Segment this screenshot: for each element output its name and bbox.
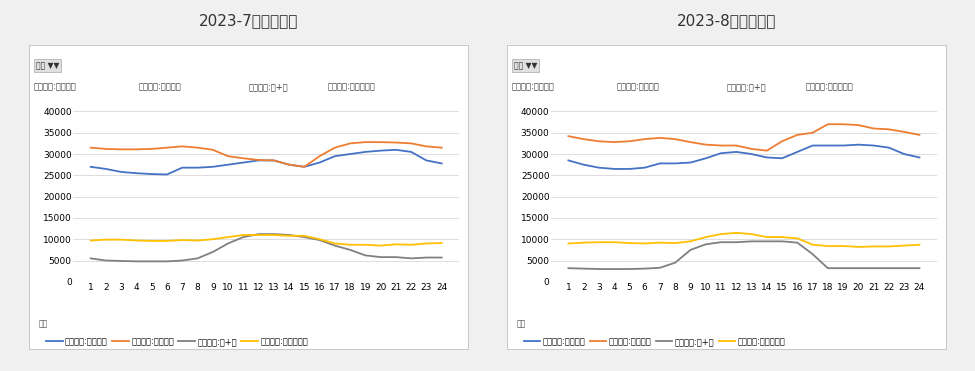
Text: 平均値項:直調用電: 平均値項:直調用電 xyxy=(511,83,554,92)
Text: 平均値項:山西總外送: 平均値項:山西總外送 xyxy=(328,83,375,92)
Text: 平均値項:直調用電: 平均値項:直調用電 xyxy=(33,83,76,92)
Text: 年月 ▼▼: 年月 ▼▼ xyxy=(36,61,59,70)
Text: 平均値項:山西總外送: 平均値項:山西總外送 xyxy=(805,83,853,92)
Text: 平均値項:競價空間: 平均値項:競價空間 xyxy=(616,83,659,92)
Legend: 平均値項:直調用電, 平均値項:競價空間, 平均値項:風+光, 平均値項:山西總外送: 平均値項:直調用電, 平均値項:競價空間, 平均値項:風+光, 平均値項:山西總… xyxy=(521,334,789,349)
Text: 平均値項:競價空間: 平均値項:競價空間 xyxy=(138,83,181,92)
Text: 平均値項:風+光: 平均値項:風+光 xyxy=(726,83,766,92)
Text: 平均値項:風+光: 平均値項:風+光 xyxy=(249,83,289,92)
Text: 數値: 數値 xyxy=(38,319,48,328)
Text: 2023-8月分时对比: 2023-8月分时对比 xyxy=(677,13,776,28)
Text: 年月 ▼▼: 年月 ▼▼ xyxy=(514,61,537,70)
Legend: 平均値項:直調用電, 平均値項:競價空間, 平均値項:風+光, 平均値項:山西總外送: 平均値項:直調用電, 平均値項:競價空間, 平均値項:風+光, 平均値項:山西總… xyxy=(43,334,311,349)
Text: 數値: 數値 xyxy=(516,319,526,328)
Text: 2023-7月分时对比: 2023-7月分时对比 xyxy=(199,13,298,28)
